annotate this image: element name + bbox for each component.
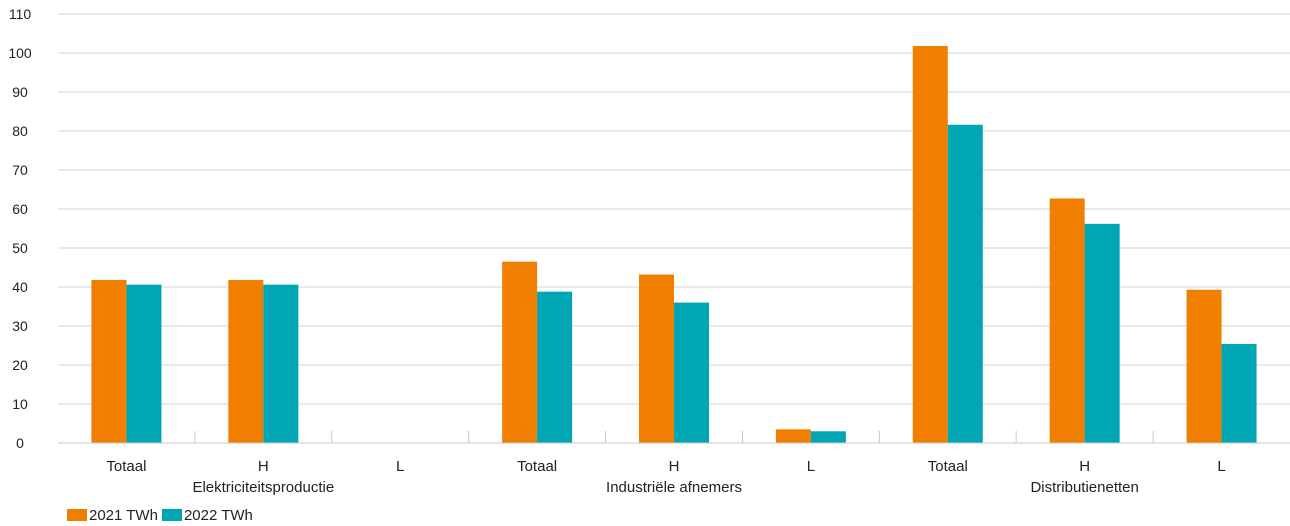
legend-label-2022: 2022 TWh bbox=[183, 506, 253, 524]
bar-2021-3 bbox=[502, 261, 538, 443]
category-label: H bbox=[258, 458, 269, 475]
category-label: H bbox=[669, 458, 680, 475]
bars bbox=[91, 45, 1257, 444]
bar-2021-7 bbox=[1049, 198, 1085, 443]
category-label: L bbox=[1217, 458, 1225, 475]
group-label: Elektriciteitsproductie bbox=[192, 479, 334, 496]
y-tick-label: 110 bbox=[9, 6, 32, 22]
group-label: Distributienetten bbox=[1030, 479, 1138, 496]
category-label: Totaal bbox=[517, 458, 557, 475]
y-tick-label: 10 bbox=[12, 396, 28, 412]
bar-2022-4 bbox=[674, 302, 709, 443]
category-label: L bbox=[807, 458, 815, 475]
y-tick-label: 80 bbox=[12, 123, 28, 139]
bar-2021-6 bbox=[912, 45, 948, 443]
category-label: Totaal bbox=[106, 458, 146, 475]
bar-2022-0 bbox=[126, 284, 162, 443]
bar-2022-5 bbox=[810, 431, 846, 443]
category-labels: Totaal H L Totaal H L Totaal H L bbox=[106, 458, 1225, 475]
y-tick-label: 20 bbox=[12, 357, 28, 373]
category-label: H bbox=[1079, 458, 1090, 475]
y-tick-label: 50 bbox=[12, 240, 28, 256]
bar-2022-7 bbox=[1084, 223, 1120, 443]
y-tick-label: 90 bbox=[12, 84, 28, 100]
y-tick-label: 60 bbox=[12, 201, 28, 217]
y-tick-label: 40 bbox=[12, 279, 28, 295]
x-axis-ticks bbox=[194, 431, 1154, 443]
bar-2022-8 bbox=[1221, 343, 1257, 443]
legend-item-2021: 2021 TWh bbox=[67, 507, 158, 524]
bar-2021-4 bbox=[639, 274, 674, 443]
legend-swatch-2021 bbox=[67, 509, 87, 521]
bar-2022-6 bbox=[947, 124, 983, 443]
group-label: Industriële afnemers bbox=[606, 479, 742, 496]
bar-2022-3 bbox=[537, 291, 573, 443]
category-label: Totaal bbox=[928, 458, 968, 475]
y-tick-label: 0 bbox=[16, 435, 24, 451]
category-label: L bbox=[396, 458, 404, 475]
group-labels: Elektriciteitsproductie Industriële afnem… bbox=[192, 479, 1138, 496]
bar-2021-0 bbox=[91, 279, 127, 443]
legend-swatch-2022 bbox=[161, 509, 182, 521]
legend-item-2022: 2022 TWh bbox=[161, 506, 253, 524]
y-axis-tick-labels: 0 10 20 30 40 50 60 70 80 90 100 110 bbox=[8, 6, 32, 451]
legend-label-2021: 2021 TWh bbox=[89, 506, 158, 524]
bar-2021-5 bbox=[775, 429, 811, 443]
y-tick-label: 30 bbox=[12, 318, 28, 334]
bar-2021-8 bbox=[1186, 289, 1222, 443]
bar-2021-1 bbox=[228, 279, 264, 443]
y-tick-label: 70 bbox=[12, 162, 28, 178]
bar-2022-1 bbox=[263, 284, 299, 443]
legend: 2021 TWh 2022 TWh bbox=[67, 506, 257, 524]
y-tick-label: 100 bbox=[8, 45, 32, 61]
